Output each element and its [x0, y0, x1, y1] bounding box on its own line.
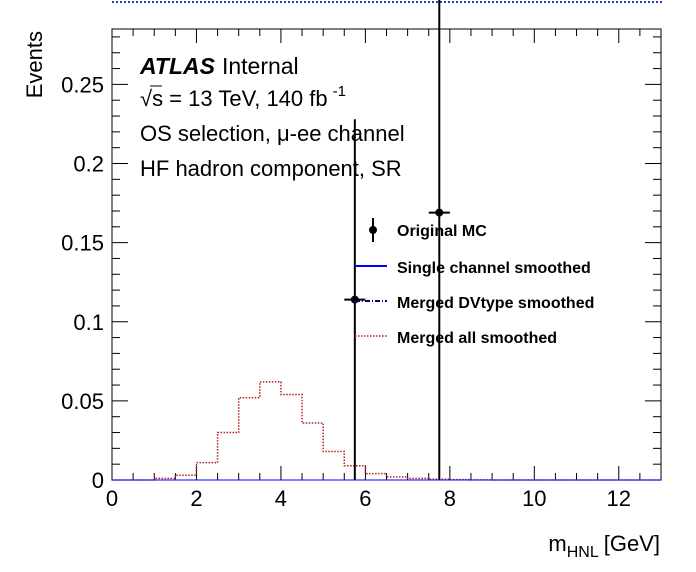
- annotation-block: ATLAS Internal √s = 13 TeV, 140 fb -1 OS s…: [139, 53, 405, 181]
- energy-label: √s = 13 TeV, 140 fb -1: [140, 83, 346, 111]
- point-marker: [435, 208, 444, 217]
- legend-label: Original MC: [397, 223, 487, 240]
- x-tick-label: 4: [275, 486, 287, 511]
- x-tick-labels: 0 2 4 6 8 10 12: [106, 486, 631, 511]
- y-tick-label: 0.05: [61, 389, 104, 414]
- merged-all-histogram: [112, 381, 661, 481]
- x-axis-title-sub: HNL: [567, 544, 599, 561]
- x-axis-title-unit: [GeV]: [604, 531, 660, 556]
- point-marker: [350, 295, 359, 304]
- merged-all-step-line: [112, 381, 661, 481]
- legend-entry-original-mc: Original MC: [369, 218, 487, 242]
- legend-entry-merged-all: Merged all smoothed: [355, 330, 557, 347]
- x-axis-title: mHNL [GeV]: [548, 531, 660, 561]
- x-tick-label: 8: [444, 486, 456, 511]
- y-tick-label: 0: [92, 468, 104, 493]
- y-tick-label: 0.15: [61, 231, 104, 256]
- x-tick-label: 10: [522, 486, 546, 511]
- selection-label: OS selection, μ-ee channel: [140, 121, 405, 146]
- y-axis-title: Events: [22, 31, 47, 98]
- energy-superscript: -1: [333, 83, 346, 100]
- component-label: HF hadron component, SR: [140, 156, 402, 181]
- atlas-label: ATLAS Internal: [139, 53, 299, 79]
- x-tick-label: 6: [359, 486, 371, 511]
- x-axis-title-main: m: [548, 531, 566, 556]
- y-tick-label: 0.2: [73, 152, 104, 177]
- legend-entry-merged-dvtype: Merged DVtype smoothed: [355, 295, 594, 312]
- energy-text: √s = 13 TeV, 140 fb: [140, 86, 328, 111]
- data-point: [428, 0, 450, 480]
- x-tick-label: 12: [607, 486, 631, 511]
- internal-text: Internal: [222, 53, 299, 79]
- y-tick-labels: 0 0.05 0.1 0.15 0.2 0.25: [61, 72, 104, 493]
- legend-label: Merged all smoothed: [397, 330, 557, 347]
- legend-entry-single-channel: Single channel smoothed: [355, 260, 591, 277]
- y-tick-label: 0.25: [61, 72, 104, 97]
- legend-marker-dot: [369, 226, 377, 234]
- original-mc-points: [344, 0, 450, 480]
- data-point: [344, 119, 366, 480]
- x-tick-label: 0: [106, 486, 118, 511]
- legend-label: Single channel smoothed: [397, 260, 591, 277]
- y-tick-label: 0.1: [73, 310, 104, 335]
- atlas-logo-text: ATLAS: [139, 53, 216, 79]
- legend-label: Merged DVtype smoothed: [397, 295, 594, 312]
- x-tick-label: 2: [190, 486, 202, 511]
- legend: Original MC Single channel smoothed Merg…: [355, 218, 594, 347]
- axis-ticks: [111, 29, 662, 481]
